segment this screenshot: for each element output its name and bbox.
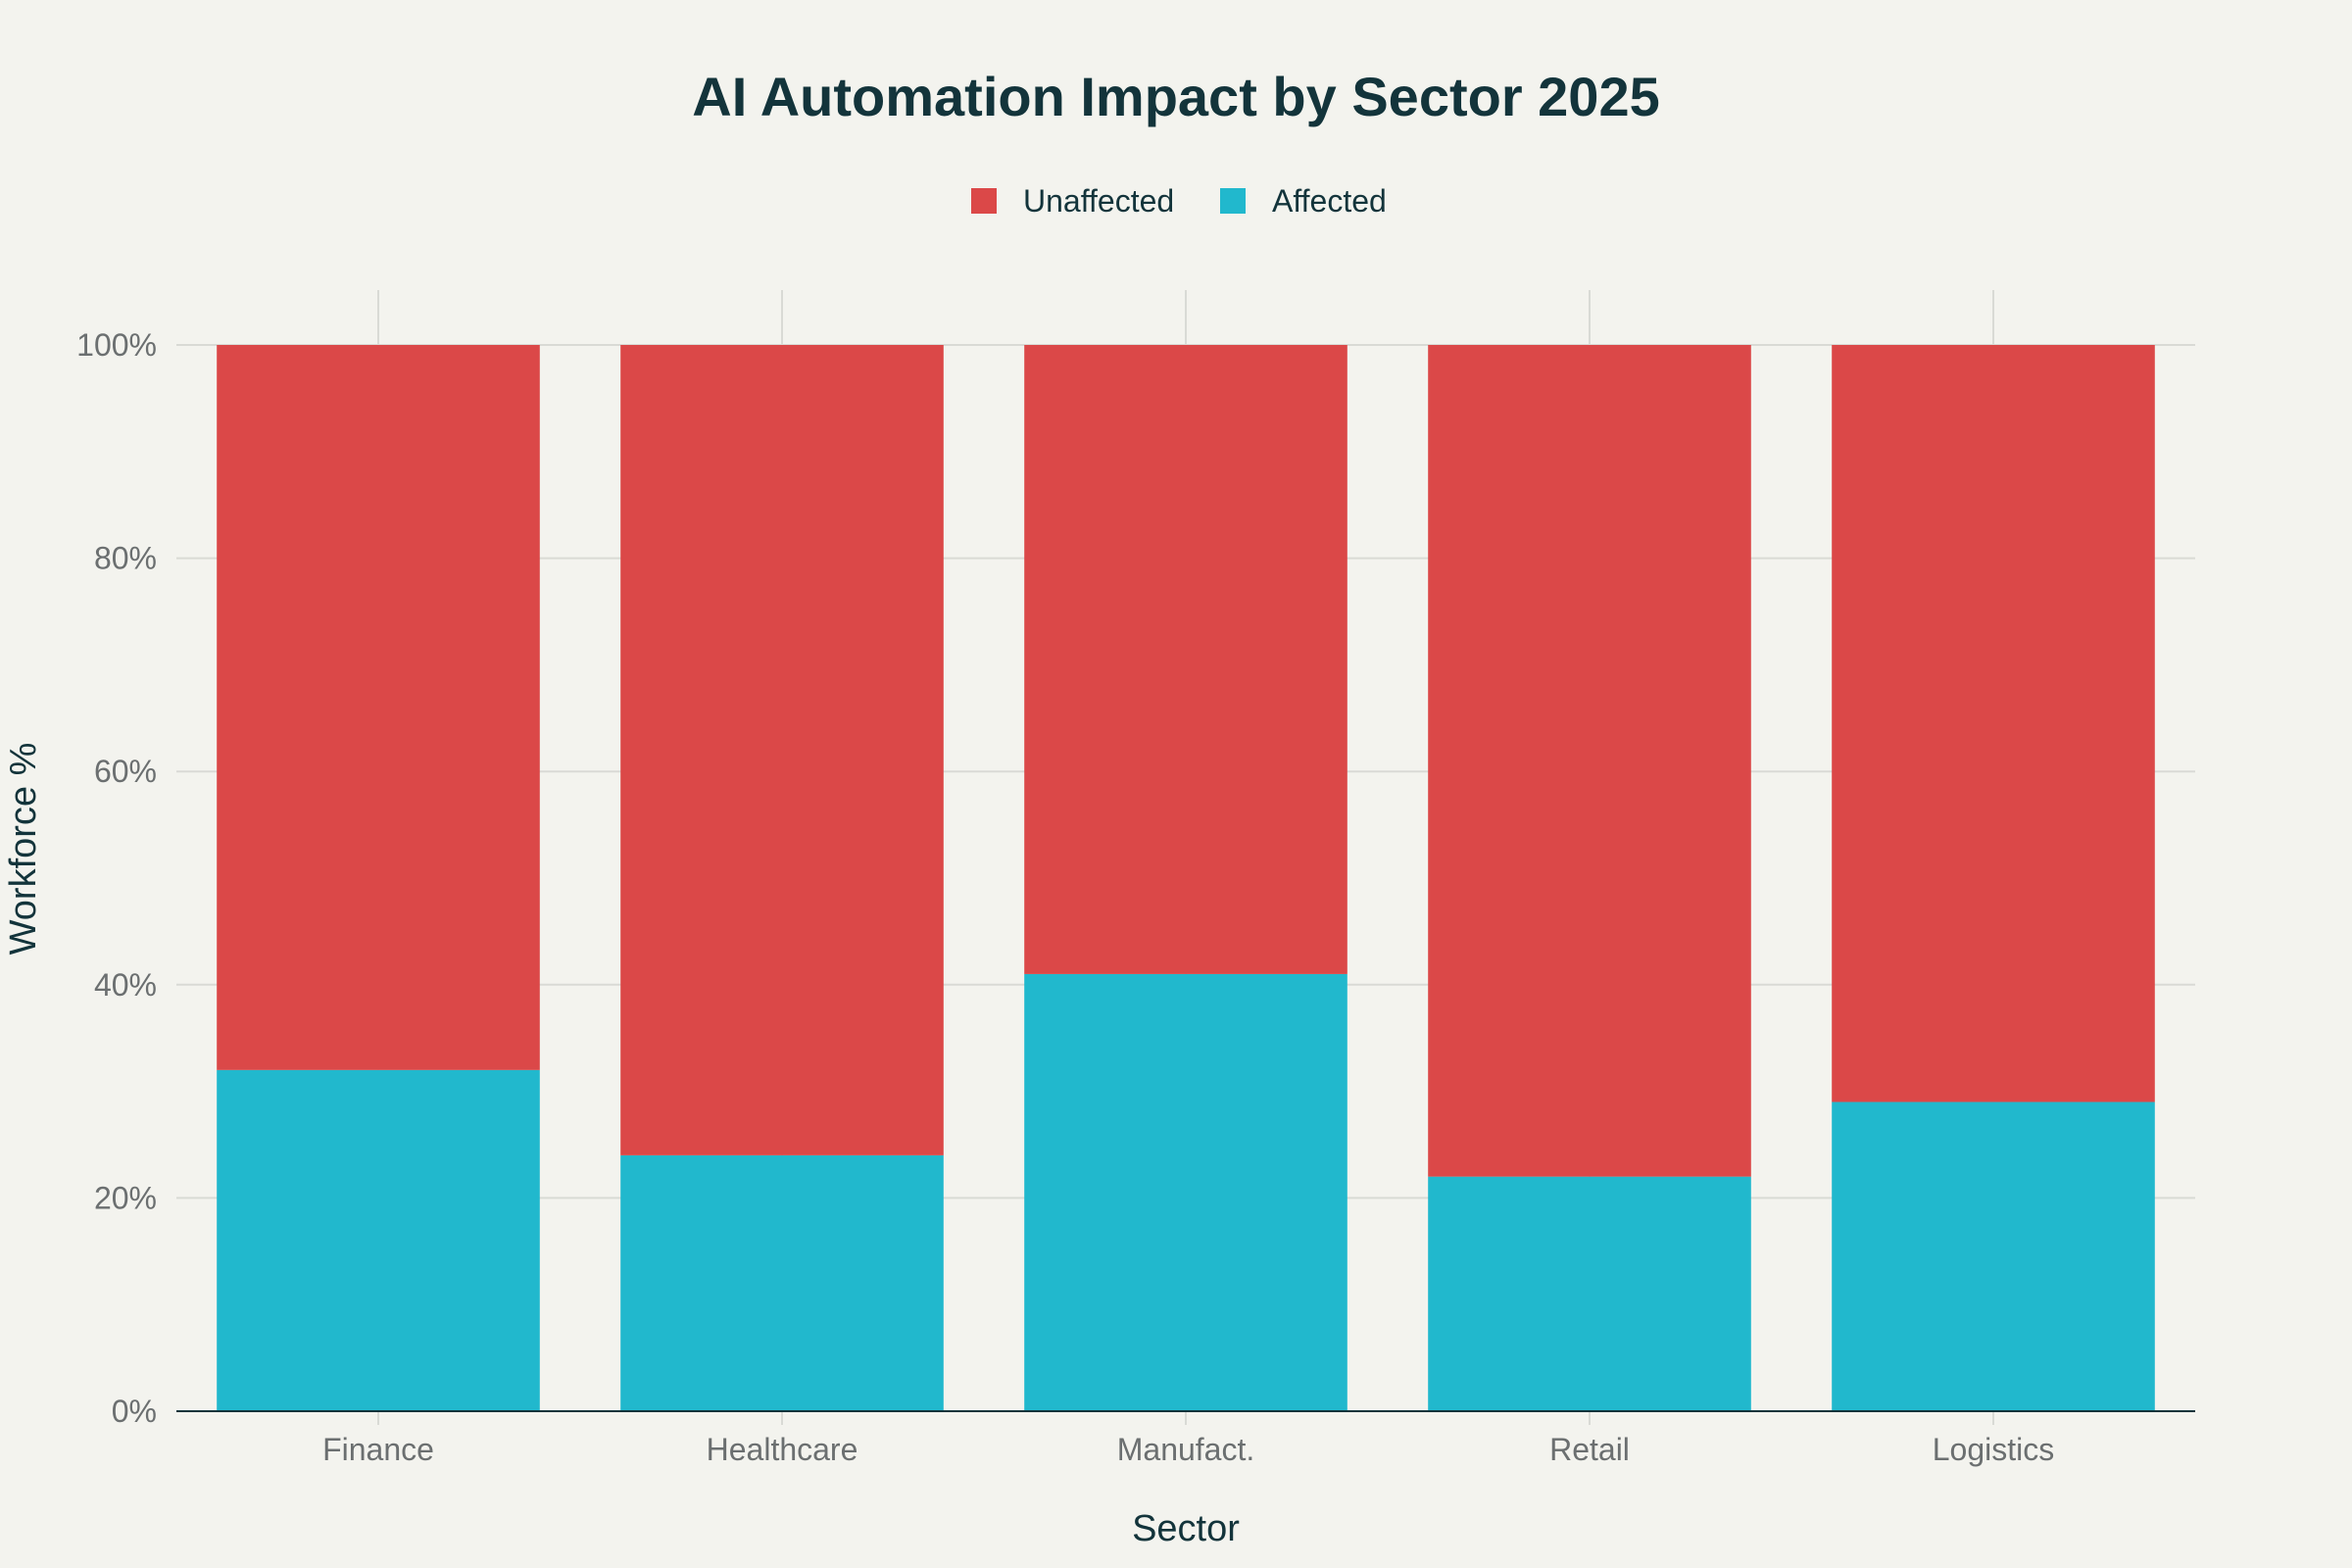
chart-title: AI Automation Impact by Sector 2025 [692,66,1660,127]
legend-swatch-affected [1220,188,1246,214]
y-tick-label: 20% [94,1180,157,1215]
bar-affected-manufact [1024,973,1348,1411]
legend-label-unaffected[interactable]: Unaffected [1023,183,1174,219]
x-axis-title: Sector [1132,1508,1240,1549]
y-tick-label: 60% [94,754,157,789]
bar-affected-finance [217,1069,540,1411]
bar-unaffected-retail [1428,345,1751,1177]
bar-unaffected-finance [217,345,540,1070]
x-axis-ticks: Finance Healthcare Manufact. Retail Logistic… [322,1432,2054,1467]
bar-affected-retail [1428,1176,1751,1411]
y-axis-ticks: 0% 20% 40% 60% 80% 100% [76,327,157,1429]
bar-affected-logistics [1832,1102,2155,1411]
y-tick-label: 0% [112,1394,157,1429]
x-tick-label: Logistics [1933,1432,2055,1467]
y-tick-label: 40% [94,967,157,1003]
bar-unaffected-healthcare [620,345,944,1155]
bar-affected-healthcare [620,1154,944,1411]
y-tick-label: 100% [76,327,157,363]
y-tick-label: 80% [94,541,157,576]
legend[interactable]: Unaffected Affected [971,183,1387,219]
x-tick-label: Manufact. [1117,1432,1255,1467]
legend-label-affected[interactable]: Affected [1272,183,1387,219]
x-tick-label: Retail [1549,1432,1630,1467]
legend-swatch-unaffected [971,188,997,214]
axes [176,1410,2195,1425]
bar-unaffected-logistics [1832,345,2155,1102]
x-tick-label: Healthcare [707,1432,858,1467]
bars [217,345,2155,1411]
x-tick-label: Finance [322,1432,434,1467]
bar-unaffected-manufact [1024,345,1348,974]
y-axis-title: Workforce % [3,743,44,956]
